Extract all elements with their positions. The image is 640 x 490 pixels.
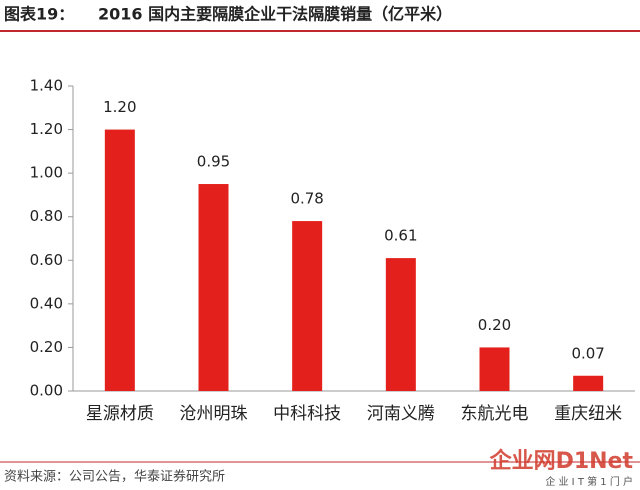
value-label: 0.61 bbox=[384, 227, 417, 245]
y-tick-label: 1.20 bbox=[30, 120, 63, 138]
bar bbox=[385, 258, 416, 391]
watermark-sub: 企 业 I T 第 1 门 户 bbox=[545, 475, 633, 488]
source-note: 资料来源：公司公告，华泰证券研究所 bbox=[4, 469, 225, 485]
value-label: 0.07 bbox=[571, 344, 604, 362]
x-tick-label: 星源材质 bbox=[86, 404, 154, 424]
chart-title: 2016 国内主要隔膜企业干法隔膜销量（亿平米） bbox=[98, 5, 452, 24]
chart-title-label: 图表19： bbox=[4, 5, 74, 24]
bar bbox=[292, 221, 323, 391]
y-tick-label: 1.00 bbox=[30, 164, 63, 182]
x-tick-label: 中科科技 bbox=[273, 404, 341, 424]
value-label: 0.78 bbox=[290, 190, 323, 208]
bar bbox=[573, 375, 604, 391]
value-label: 0.20 bbox=[478, 316, 511, 334]
y-tick-label: 0.00 bbox=[30, 382, 63, 400]
bar bbox=[198, 184, 229, 391]
value-label: 1.20 bbox=[103, 98, 136, 116]
bar bbox=[479, 347, 510, 391]
value-label: 0.95 bbox=[197, 153, 230, 171]
bar bbox=[104, 129, 135, 392]
x-tick-label: 东航光电 bbox=[461, 404, 529, 424]
y-tick-label: 0.40 bbox=[30, 294, 63, 312]
y-tick-label: 0.60 bbox=[30, 251, 63, 269]
y-tick-label: 0.20 bbox=[30, 338, 63, 356]
x-tick-label: 沧州明珠 bbox=[180, 404, 248, 424]
x-tick-label: 重庆纽米 bbox=[554, 404, 622, 424]
watermark: 企业网D1Net bbox=[489, 448, 634, 474]
x-tick-label: 河南义腾 bbox=[367, 404, 435, 424]
y-tick-label: 0.80 bbox=[30, 207, 63, 225]
y-tick-label: 1.40 bbox=[30, 77, 63, 95]
